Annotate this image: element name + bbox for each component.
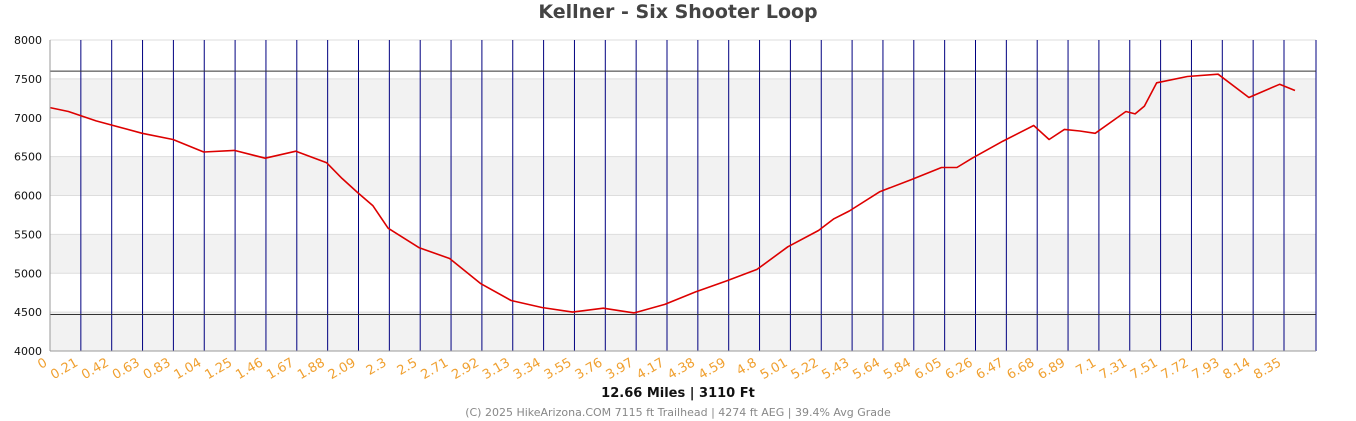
x-tick-label: 2.3 [364,355,389,378]
x-tick-label: 2.5 [395,355,420,378]
y-tick-label: 6000 [14,190,42,203]
x-tick-label: 7.93 [1190,355,1223,382]
plot-band [50,40,1316,79]
x-tick-label: 5.22 [789,355,822,382]
reference-lines [50,70,1316,315]
plot-band [50,195,1316,235]
x-tick-label: 0.83 [141,355,174,382]
x-tick-label: 8.35 [1251,355,1284,382]
x-tick-label: 3.55 [542,355,575,382]
y-tick-label: 7000 [14,112,42,125]
x-tick-label: 8.14 [1221,355,1254,382]
x-tick-label: 0.63 [110,355,143,382]
x-tick-label: 2.09 [326,355,359,382]
x-tick-label: 1.25 [203,355,236,382]
x-tick-label: 5.01 [758,355,791,382]
y-tick-label: 7500 [14,73,42,86]
x-tick-label: 5.43 [820,355,853,382]
x-tick-label: 6.26 [943,355,976,382]
x-tick-label: 2.92 [449,355,482,382]
x-tick-label: 7.72 [1159,355,1192,382]
plot-band [50,78,1316,118]
x-tick-label: 1.04 [172,355,205,382]
x-tick-label: 3.97 [604,355,637,382]
plot-band [50,117,1316,157]
x-tick-label: 2.71 [418,355,451,382]
x-tick-label: 1.88 [295,355,328,382]
plot-bands [50,40,1316,351]
x-tick-label: 0.42 [79,355,112,382]
x-tick-label: 1.67 [264,355,297,382]
x-tick-label: 4.17 [634,355,667,382]
chart-title: Kellner - Six Shooter Loop [538,1,818,23]
x-tick-label: 4.8 [734,355,759,378]
y-tick-label: 4000 [14,345,42,358]
x-tick-label: 1.46 [233,355,266,382]
plot-band [50,234,1316,274]
x-tick-label: 6.47 [974,355,1007,382]
x-tick-label: 4.59 [696,355,729,382]
y-tick-label: 6500 [14,151,42,164]
mile-marker-lines [80,40,1317,351]
y-tick-label: 5000 [14,267,42,280]
x-tick-label: 4.38 [665,355,698,382]
x-tick-label: 3.76 [573,355,606,382]
x-tick-label: 7.31 [1097,355,1130,382]
x-tick-label: 6.68 [1005,355,1038,382]
plot-band [50,273,1316,313]
x-tick-label: 5.84 [881,355,914,382]
credit-footer: (C) 2025 HikeArizona.COM 7115 ft Trailhe… [465,406,891,419]
plot-band [50,156,1316,196]
x-tick-label: 6.89 [1035,355,1068,382]
elevation-line [49,73,1296,314]
x-axis-ticks: 00.210.420.630.831.041.251.461.671.882.0… [35,355,1284,382]
y-tick-label: 8000 [14,34,42,47]
plot-band [50,312,1316,351]
y-tick-label: 5500 [14,228,42,241]
plot-frame [49,40,1316,352]
distance-gain-summary: 12.66 Miles | 3110 Ft [601,386,755,401]
x-tick-label: 6.05 [912,355,945,382]
y-axis-ticks: 4000 4500 5000 5500 6000 6500 7000 7500 8000 [14,34,42,358]
x-tick-label: 0.21 [48,355,81,382]
x-tick-label: 7.1 [1073,355,1098,378]
x-tick-label: 3.13 [480,355,513,382]
y-tick-label: 4500 [14,306,42,319]
x-tick-label: 3.34 [511,355,544,382]
x-tick-label: 7.51 [1128,355,1161,382]
x-tick-label: 5.64 [850,355,883,382]
